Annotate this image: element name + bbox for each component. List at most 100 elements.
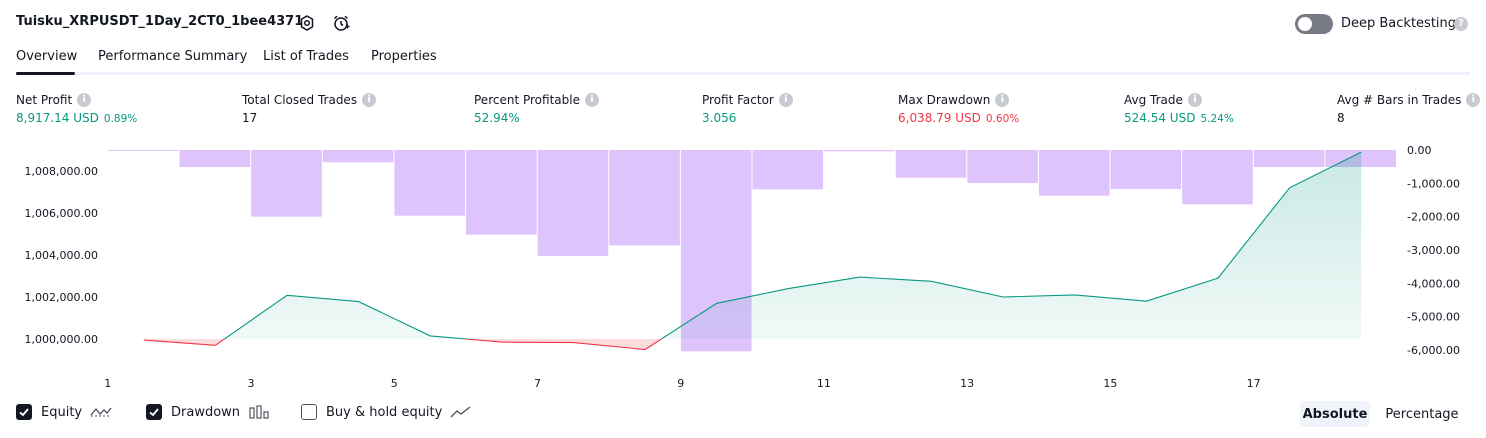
tab-divider <box>16 72 1470 75</box>
left-axis-tick-label: 1,000,000.00 <box>25 333 98 346</box>
tab-list-of-trades[interactable]: List of Trades <box>263 49 349 64</box>
metric-value: 524.54 USD <box>1124 111 1196 125</box>
drawdown-bar <box>322 150 394 163</box>
left-axis-tick-label: 1,006,000.00 <box>25 207 98 220</box>
equity-drawdown-chart[interactable]: 1,008,000.00 1,006,000.00 1,004,000.00 1,00… <box>0 140 1486 400</box>
equity-checkbox[interactable] <box>16 404 32 420</box>
drawdown-bar <box>179 150 251 167</box>
legend-equity[interactable]: Equity <box>16 404 112 420</box>
x-axis-tick-label: 1 <box>104 377 111 390</box>
drawdown-bar <box>251 150 322 217</box>
left-axis-tick-label: 1,004,000.00 <box>25 249 98 262</box>
metric-percent: 0.60% <box>985 113 1020 125</box>
drawdown-bar <box>967 150 1038 183</box>
right-axis-tick-label: -2,000.00 <box>1407 211 1460 224</box>
right-axis-tick-label: -3,000.00 <box>1407 244 1460 257</box>
drawdown-bar <box>609 150 680 246</box>
drawdown-bar <box>824 150 895 152</box>
x-axis-tick-label: 7 <box>534 377 541 390</box>
metric-total-closed-trades: Total Closed Trades i 17 <box>242 93 377 125</box>
x-axis-tick-label: 11 <box>817 377 831 390</box>
legend-buy-hold-equity[interactable]: Buy & hold equity <box>301 404 472 420</box>
right-axis-tick-label: -6,000.00 <box>1407 344 1460 357</box>
metric-max-drawdown: Max Drawdown i 6,038.79 USD 0.60% <box>898 93 1019 125</box>
drawdown-bar <box>1110 150 1182 189</box>
x-axis-tick-label: 13 <box>960 377 974 390</box>
absolute-button[interactable]: Absolute <box>1300 401 1370 427</box>
legend-label: Drawdown <box>171 404 241 420</box>
legend-drawdown[interactable]: Drawdown <box>146 404 270 420</box>
drawdown-bar <box>1182 150 1253 205</box>
metric-value: 17 <box>242 111 258 125</box>
info-icon[interactable]: i <box>584 93 599 107</box>
help-icon[interactable]: ? <box>1454 17 1468 31</box>
tab-overview[interactable]: Overview <box>16 49 78 64</box>
metric-value: 8 <box>1337 111 1345 125</box>
metric-label: Max Drawdown <box>898 93 991 107</box>
metric-net-profit: Net Profit i 8,917.14 USD 0.89% <box>16 93 137 125</box>
drawdown-bars <box>108 150 1396 352</box>
drawdown-bar <box>752 150 824 190</box>
info-icon[interactable]: i <box>1466 93 1481 107</box>
drawdown-bar <box>108 150 179 151</box>
left-axis: 1,008,000.00 1,006,000.00 1,004,000.00 1,00… <box>25 165 98 346</box>
metric-label: Avg # Bars in Trades <box>1337 93 1462 107</box>
right-axis-tick-label: -1,000.00 <box>1407 177 1460 190</box>
settings-icon[interactable] <box>297 13 317 33</box>
legend-label: Buy & hold equity <box>326 404 443 420</box>
active-tab-indicator <box>16 72 75 75</box>
metric-value: 8,917.14 USD <box>16 111 99 125</box>
equity-line-positive <box>223 151 1362 339</box>
tab-performance-summary[interactable]: Performance Summary <box>98 49 248 64</box>
metric-label: Percent Profitable <box>474 93 580 107</box>
deep-backtesting-label: Deep Backtesting <box>1341 16 1457 31</box>
right-axis: 0.00 -1,000.00 -2,000.00 -3,000.00 -4,000.00… <box>1407 144 1460 357</box>
info-icon[interactable]: i <box>778 93 793 107</box>
drawdown-bar <box>1038 150 1110 196</box>
metric-percent: 0.89% <box>103 113 138 125</box>
metric-avg-trade: Avg Trade i 524.54 USD 5.24% <box>1124 93 1234 125</box>
drawdown-bar <box>537 150 609 256</box>
x-axis-tick-label: 15 <box>1103 377 1117 390</box>
buy-hold-line-icon <box>450 406 471 418</box>
toggle-knob <box>1298 17 1312 31</box>
x-axis-tick-label: 9 <box>677 377 684 390</box>
right-axis-tick-label: -4,000.00 <box>1407 277 1460 290</box>
left-axis-tick-label: 1,002,000.00 <box>25 291 98 304</box>
metric-label: Avg Trade <box>1124 93 1183 107</box>
legend-label: Equity <box>41 404 83 420</box>
tab-properties[interactable]: Properties <box>371 49 437 64</box>
metric-value: 6,038.79 USD <box>898 111 981 125</box>
buy-hold-checkbox[interactable] <box>301 404 317 420</box>
right-axis-tick-label: 0.00 <box>1407 144 1432 157</box>
deep-backtesting-toggle[interactable] <box>1295 14 1333 34</box>
drawdown-bar <box>895 150 967 178</box>
percentage-button[interactable]: Percentage <box>1385 406 1459 422</box>
alarm-clock-icon[interactable] <box>331 13 351 33</box>
info-icon[interactable]: i <box>362 93 377 107</box>
drawdown-bar <box>1253 150 1325 167</box>
equity-fill <box>143 152 1362 350</box>
strategy-title: Tuisku_XRPUSDT_1Day_2CT0_1bee4371 <box>16 14 304 29</box>
metric-value: 52.94% <box>474 111 520 125</box>
equity-line-icon <box>90 407 112 417</box>
x-axis-tick-label: 5 <box>391 377 398 390</box>
equity-line <box>143 151 1362 351</box>
metric-label: Profit Factor <box>702 93 774 107</box>
left-axis-tick-label: 1,008,000.00 <box>25 165 98 178</box>
x-axis-tick-label: 3 <box>248 377 255 390</box>
equity-area-positive <box>143 152 1362 339</box>
info-icon[interactable]: i <box>1187 93 1202 107</box>
info-icon[interactable]: i <box>77 93 92 107</box>
drawdown-bar <box>394 150 466 216</box>
metric-value: 3.056 <box>702 111 737 125</box>
metric-percent: 5.24% <box>1200 113 1234 125</box>
info-icon[interactable]: i <box>995 93 1010 107</box>
metric-avg-bars-in-trades: Avg # Bars in Trades i 8 <box>1337 93 1481 125</box>
metric-label: Net Profit <box>16 93 73 107</box>
metric-label: Total Closed Trades <box>242 93 358 107</box>
metric-percent-profitable: Percent Profitable i 52.94% <box>474 93 599 125</box>
drawdown-checkbox[interactable] <box>146 404 162 420</box>
x-axis-tick-label: 17 <box>1247 377 1261 390</box>
drawdown-bar <box>466 150 537 235</box>
